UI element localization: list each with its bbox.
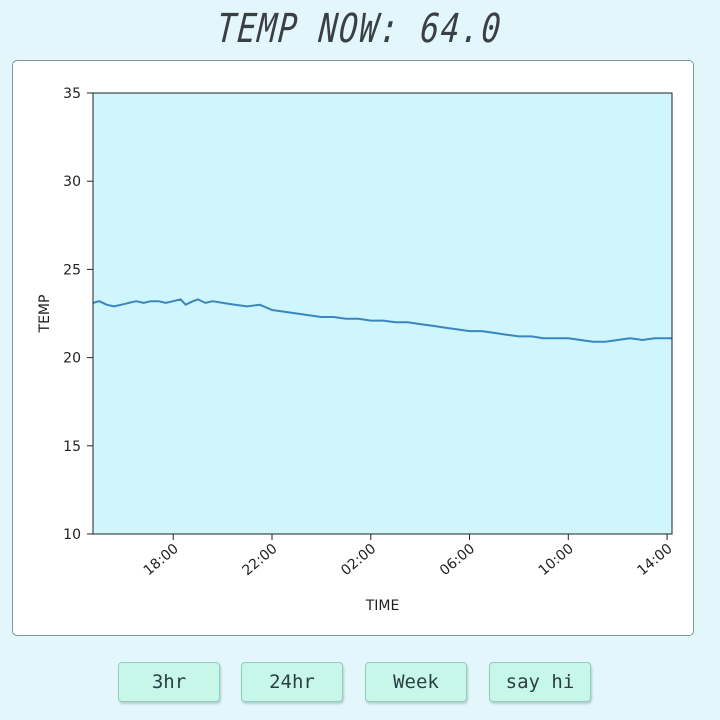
x-tick-label: 10:00	[536, 541, 577, 579]
y-tick-label: 25	[63, 262, 81, 278]
x-axis-label: TIME	[365, 598, 400, 614]
say-hi-button[interactable]: say hi	[489, 662, 591, 702]
y-tick-label: 10	[63, 527, 81, 543]
x-tick-label: 18:00	[141, 541, 182, 579]
x-tick-label: 06:00	[437, 541, 478, 579]
plot-border	[92, 92, 673, 535]
3hr-button[interactable]: 3hr	[118, 662, 220, 702]
week-button[interactable]: Week	[365, 662, 467, 702]
header: TEMP NOW: 64.0	[0, 0, 720, 58]
24hr-button[interactable]: 24hr	[241, 662, 343, 702]
range-button-row: 3hr 24hr Week say hi	[0, 662, 720, 704]
x-tick-label: 14:00	[634, 541, 675, 579]
temperature-chart: 10 15 20 25 30 35 18:00 22:00 02:00 06:00 10:00 14:…	[37, 86, 676, 614]
temperature-chart-card: 10 15 20 25 30 35 18:00 22:00 02:00 06:00 10:00 14:…	[12, 60, 694, 636]
temperature-series-line	[92, 298, 672, 343]
y-axis-label: TEMP	[37, 295, 53, 334]
y-tick-label: 20	[63, 351, 81, 367]
x-tick-label: 02:00	[338, 541, 379, 579]
y-tick-label: 15	[63, 439, 81, 455]
y-tick-label: 35	[63, 86, 81, 102]
y-tick-label: 30	[63, 174, 81, 190]
current-temp-readout: TEMP NOW: 64.0	[215, 6, 505, 52]
x-tick-label: 22:00	[239, 541, 280, 579]
plot-area	[93, 93, 672, 534]
